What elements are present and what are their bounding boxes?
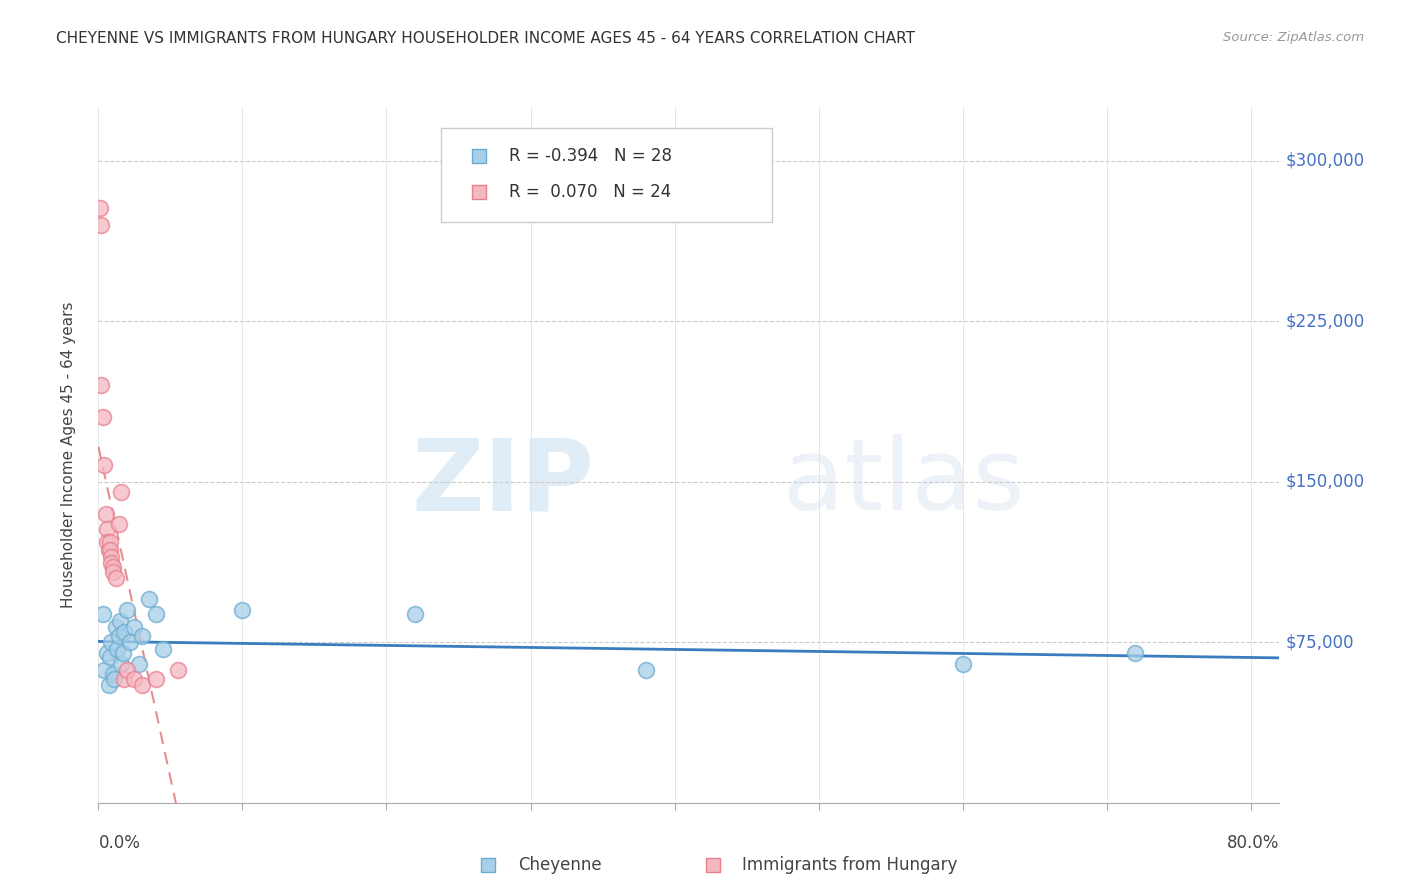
Point — [138, 592, 160, 607]
Point — [93, 663, 115, 677]
Point — [91, 607, 114, 622]
Point — [562, 796, 585, 810]
Text: ZIP: ZIP — [412, 434, 595, 532]
Point — [231, 603, 253, 617]
Point — [98, 543, 121, 558]
Point — [89, 201, 111, 215]
Point — [97, 678, 120, 692]
Text: 0.0%: 0.0% — [98, 834, 141, 852]
Point — [107, 629, 129, 643]
Point — [100, 556, 122, 570]
Point — [107, 517, 129, 532]
FancyBboxPatch shape — [441, 128, 772, 222]
Text: Source: ZipAtlas.com: Source: ZipAtlas.com — [1223, 31, 1364, 45]
Point — [104, 620, 127, 634]
Point — [100, 549, 122, 564]
Text: $300,000: $300,000 — [1285, 152, 1364, 169]
Text: CHEYENNE VS IMMIGRANTS FROM HUNGARY HOUSEHOLDER INCOME AGES 45 - 64 YEARS CORREL: CHEYENNE VS IMMIGRANTS FROM HUNGARY HOUS… — [56, 31, 915, 46]
Point — [634, 663, 657, 677]
Text: R = -0.394   N = 28: R = -0.394 N = 28 — [509, 147, 672, 165]
Point — [551, 796, 574, 810]
Point — [93, 458, 115, 472]
Point — [115, 663, 138, 677]
Point — [96, 534, 118, 549]
Point — [97, 543, 120, 558]
Text: R =  0.070   N = 24: R = 0.070 N = 24 — [509, 183, 672, 201]
Point — [837, 796, 859, 810]
Point — [952, 657, 974, 671]
Point — [90, 378, 112, 392]
Point — [152, 641, 174, 656]
Point — [551, 796, 574, 810]
Point — [115, 603, 138, 617]
Point — [128, 657, 150, 671]
Point — [145, 672, 167, 686]
Point — [101, 667, 124, 681]
Point — [120, 635, 142, 649]
Text: atlas: atlas — [783, 434, 1025, 532]
Point — [94, 507, 117, 521]
Point — [108, 614, 131, 628]
Text: $75,000: $75,000 — [1285, 633, 1354, 651]
Point — [96, 646, 118, 660]
Point — [145, 607, 167, 622]
Point — [103, 672, 125, 686]
Text: $225,000: $225,000 — [1285, 312, 1365, 330]
Text: Immigrants from Hungary: Immigrants from Hungary — [742, 856, 957, 874]
Point — [98, 534, 121, 549]
Point — [110, 657, 132, 671]
Point — [101, 560, 124, 574]
Point — [112, 672, 135, 686]
Point — [98, 650, 121, 665]
Point — [110, 485, 132, 500]
Point — [101, 565, 124, 579]
Text: 80.0%: 80.0% — [1227, 834, 1279, 852]
Point — [1125, 646, 1147, 660]
Point — [104, 571, 127, 585]
Point — [404, 607, 426, 622]
Text: $150,000: $150,000 — [1285, 473, 1364, 491]
Point — [90, 218, 112, 232]
Point — [131, 678, 153, 692]
Y-axis label: Householder Income Ages 45 - 64 years: Householder Income Ages 45 - 64 years — [60, 301, 76, 608]
Point — [96, 522, 118, 536]
Point — [124, 672, 146, 686]
Point — [112, 624, 135, 639]
Text: Cheyenne: Cheyenne — [517, 856, 602, 874]
Point — [111, 646, 134, 660]
Point — [166, 663, 188, 677]
Point — [100, 635, 122, 649]
Point — [131, 629, 153, 643]
Point — [124, 620, 146, 634]
Point — [91, 410, 114, 425]
Point — [105, 641, 128, 656]
